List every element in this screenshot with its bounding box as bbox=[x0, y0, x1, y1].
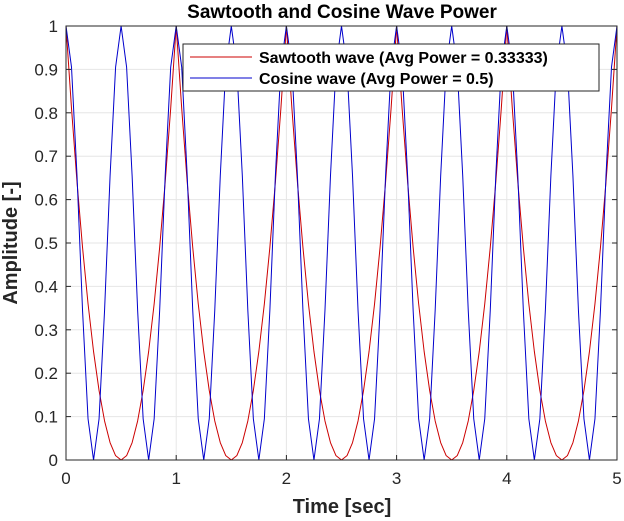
y-tick-label: 0.8 bbox=[34, 104, 58, 123]
y-tick-label: 0.2 bbox=[34, 364, 58, 383]
y-tick-label: 1 bbox=[49, 17, 58, 36]
legend-label-cosine: Cosine wave (Avg Power = 0.5) bbox=[259, 71, 494, 88]
x-tick-label: 0 bbox=[61, 469, 70, 488]
y-tick-label: 0.6 bbox=[34, 191, 58, 210]
x-tick-label: 3 bbox=[392, 469, 401, 488]
y-tick-label: 0 bbox=[49, 451, 58, 470]
y-tick-label: 0.1 bbox=[34, 408, 58, 427]
y-axis-label: Amplitude [-] bbox=[0, 181, 22, 304]
y-tick-label: 0.9 bbox=[34, 60, 58, 79]
tick-marks bbox=[65, 25, 618, 461]
x-axis-label: Time [sec] bbox=[293, 496, 392, 518]
y-tick-label: 0.5 bbox=[34, 234, 58, 253]
x-tick-label: 4 bbox=[502, 469, 511, 488]
grid bbox=[65, 25, 618, 461]
legend-label-sawtooth: Sawtooth wave (Avg Power = 0.33333) bbox=[259, 50, 548, 67]
x-tick-label: 5 bbox=[612, 469, 621, 488]
x-tick-label: 2 bbox=[282, 469, 291, 488]
y-tick-labels: 0 0.1 0.2 0.3 0.4 0.5 0.6 0.7 0.8 0.9 1 bbox=[34, 17, 58, 470]
chart-title: Sawtooth and Cosine Wave Power bbox=[187, 2, 497, 23]
x-tick-label: 1 bbox=[171, 469, 180, 488]
y-tick-label: 0.4 bbox=[34, 277, 58, 296]
x-tick-labels: 0 1 2 3 4 5 bbox=[61, 469, 621, 488]
y-tick-label: 0.7 bbox=[34, 147, 58, 166]
y-tick-label: 0.3 bbox=[34, 321, 58, 340]
legend-box bbox=[182, 43, 600, 92]
legend: Sawtooth wave (Avg Power = 0.33333) Cosi… bbox=[182, 43, 600, 92]
